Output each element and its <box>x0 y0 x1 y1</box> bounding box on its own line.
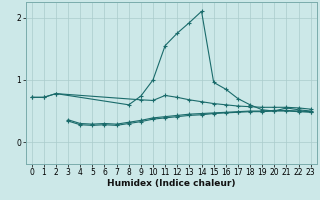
X-axis label: Humidex (Indice chaleur): Humidex (Indice chaleur) <box>107 179 236 188</box>
